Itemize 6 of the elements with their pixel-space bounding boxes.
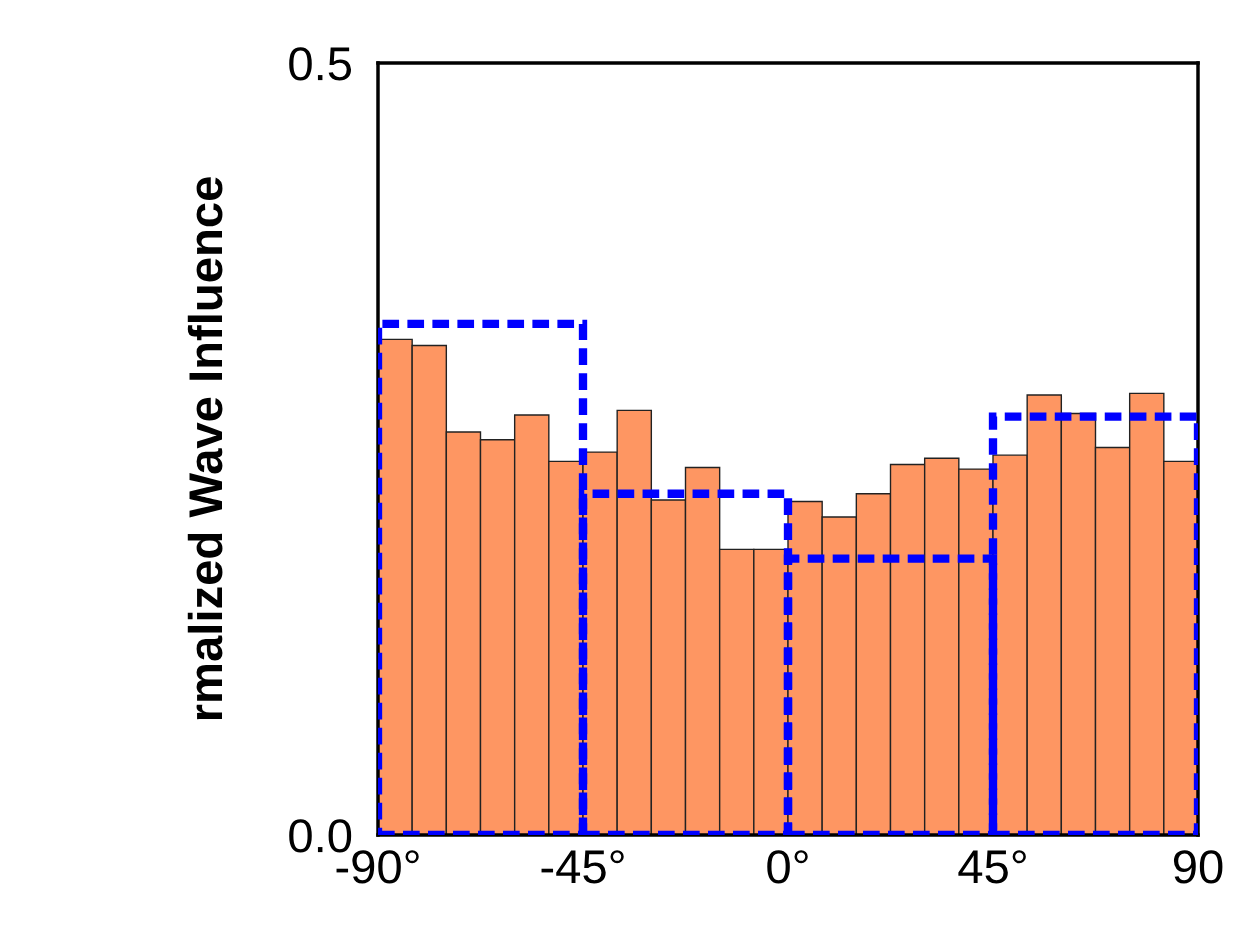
- y-tick-label: 0.5: [289, 47, 352, 81]
- x-tick-label: 90: [1173, 850, 1223, 884]
- x-tick-label: 45°: [958, 850, 1026, 884]
- y-axis-title: rmalized Wave Influence: [187, 177, 223, 720]
- x-tick-label: -45°: [541, 850, 624, 884]
- x-tick-label: 0°: [767, 850, 808, 884]
